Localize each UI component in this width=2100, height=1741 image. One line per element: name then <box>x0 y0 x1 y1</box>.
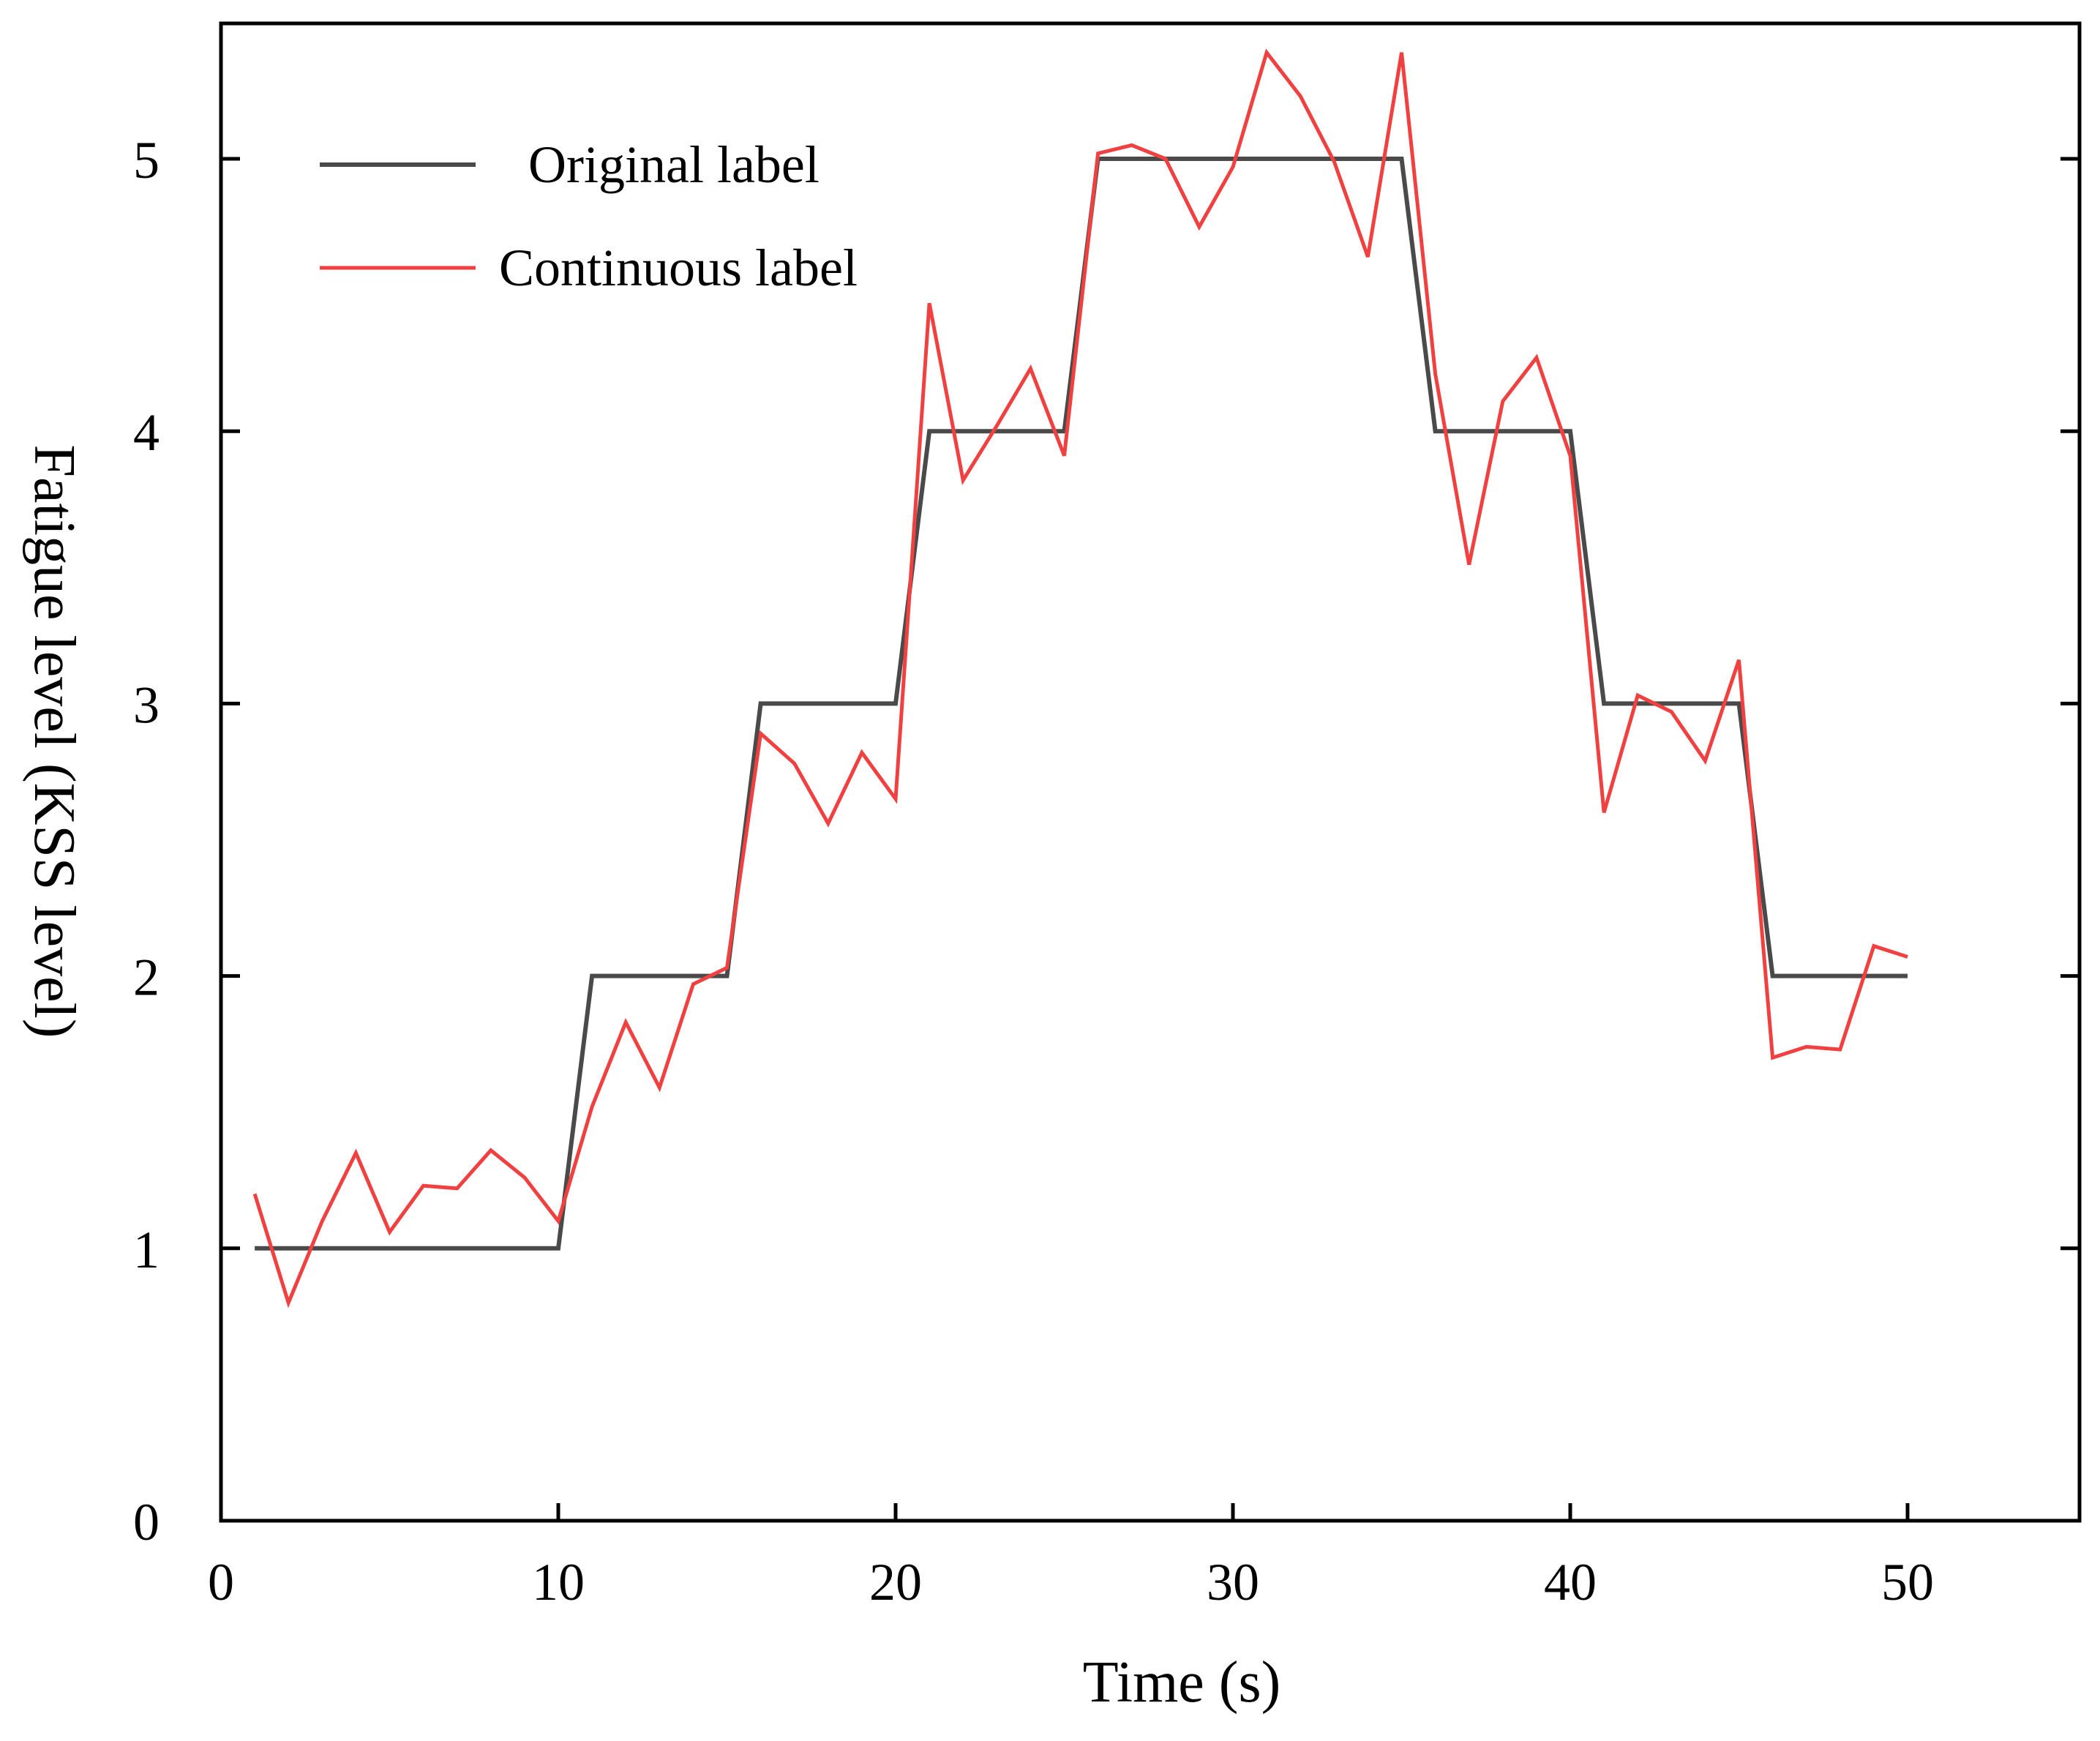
series-layer <box>252 48 1908 1308</box>
y-tick-label: 1 <box>133 1221 160 1279</box>
y-tick-label: 5 <box>133 131 160 190</box>
legend-label: Original label <box>528 135 820 194</box>
series-line-continuous-label <box>252 48 1908 1308</box>
y-tick-label: 0 <box>133 1493 160 1551</box>
x-tick-label: 0 <box>208 1553 234 1611</box>
x-tick-label: 10 <box>532 1553 585 1611</box>
plot-area <box>219 21 2082 1523</box>
y-axis-ticks: 0 1 2 3 4 5 <box>133 131 2080 1551</box>
y-axis-label: Fatigue level (KSS level) <box>22 445 86 1038</box>
y-tick-label: 2 <box>133 948 160 1007</box>
x-tick-label: 40 <box>1544 1553 1597 1611</box>
x-axis-ticks: 0 10 20 30 40 50 <box>208 1503 1934 1611</box>
plot-frame <box>219 21 2082 1523</box>
y-tick-label: 3 <box>133 675 160 734</box>
legend: Original label Continuous label <box>320 135 858 297</box>
series-line-original-label <box>255 157 1908 1251</box>
x-axis-label: Time (s) <box>1083 1650 1280 1715</box>
y-tick-label: 4 <box>133 403 160 462</box>
x-tick-label: 30 <box>1207 1553 1259 1611</box>
x-tick-label: 50 <box>1881 1553 1934 1611</box>
legend-label: Continuous label <box>499 239 858 297</box>
x-tick-label: 20 <box>869 1553 922 1611</box>
